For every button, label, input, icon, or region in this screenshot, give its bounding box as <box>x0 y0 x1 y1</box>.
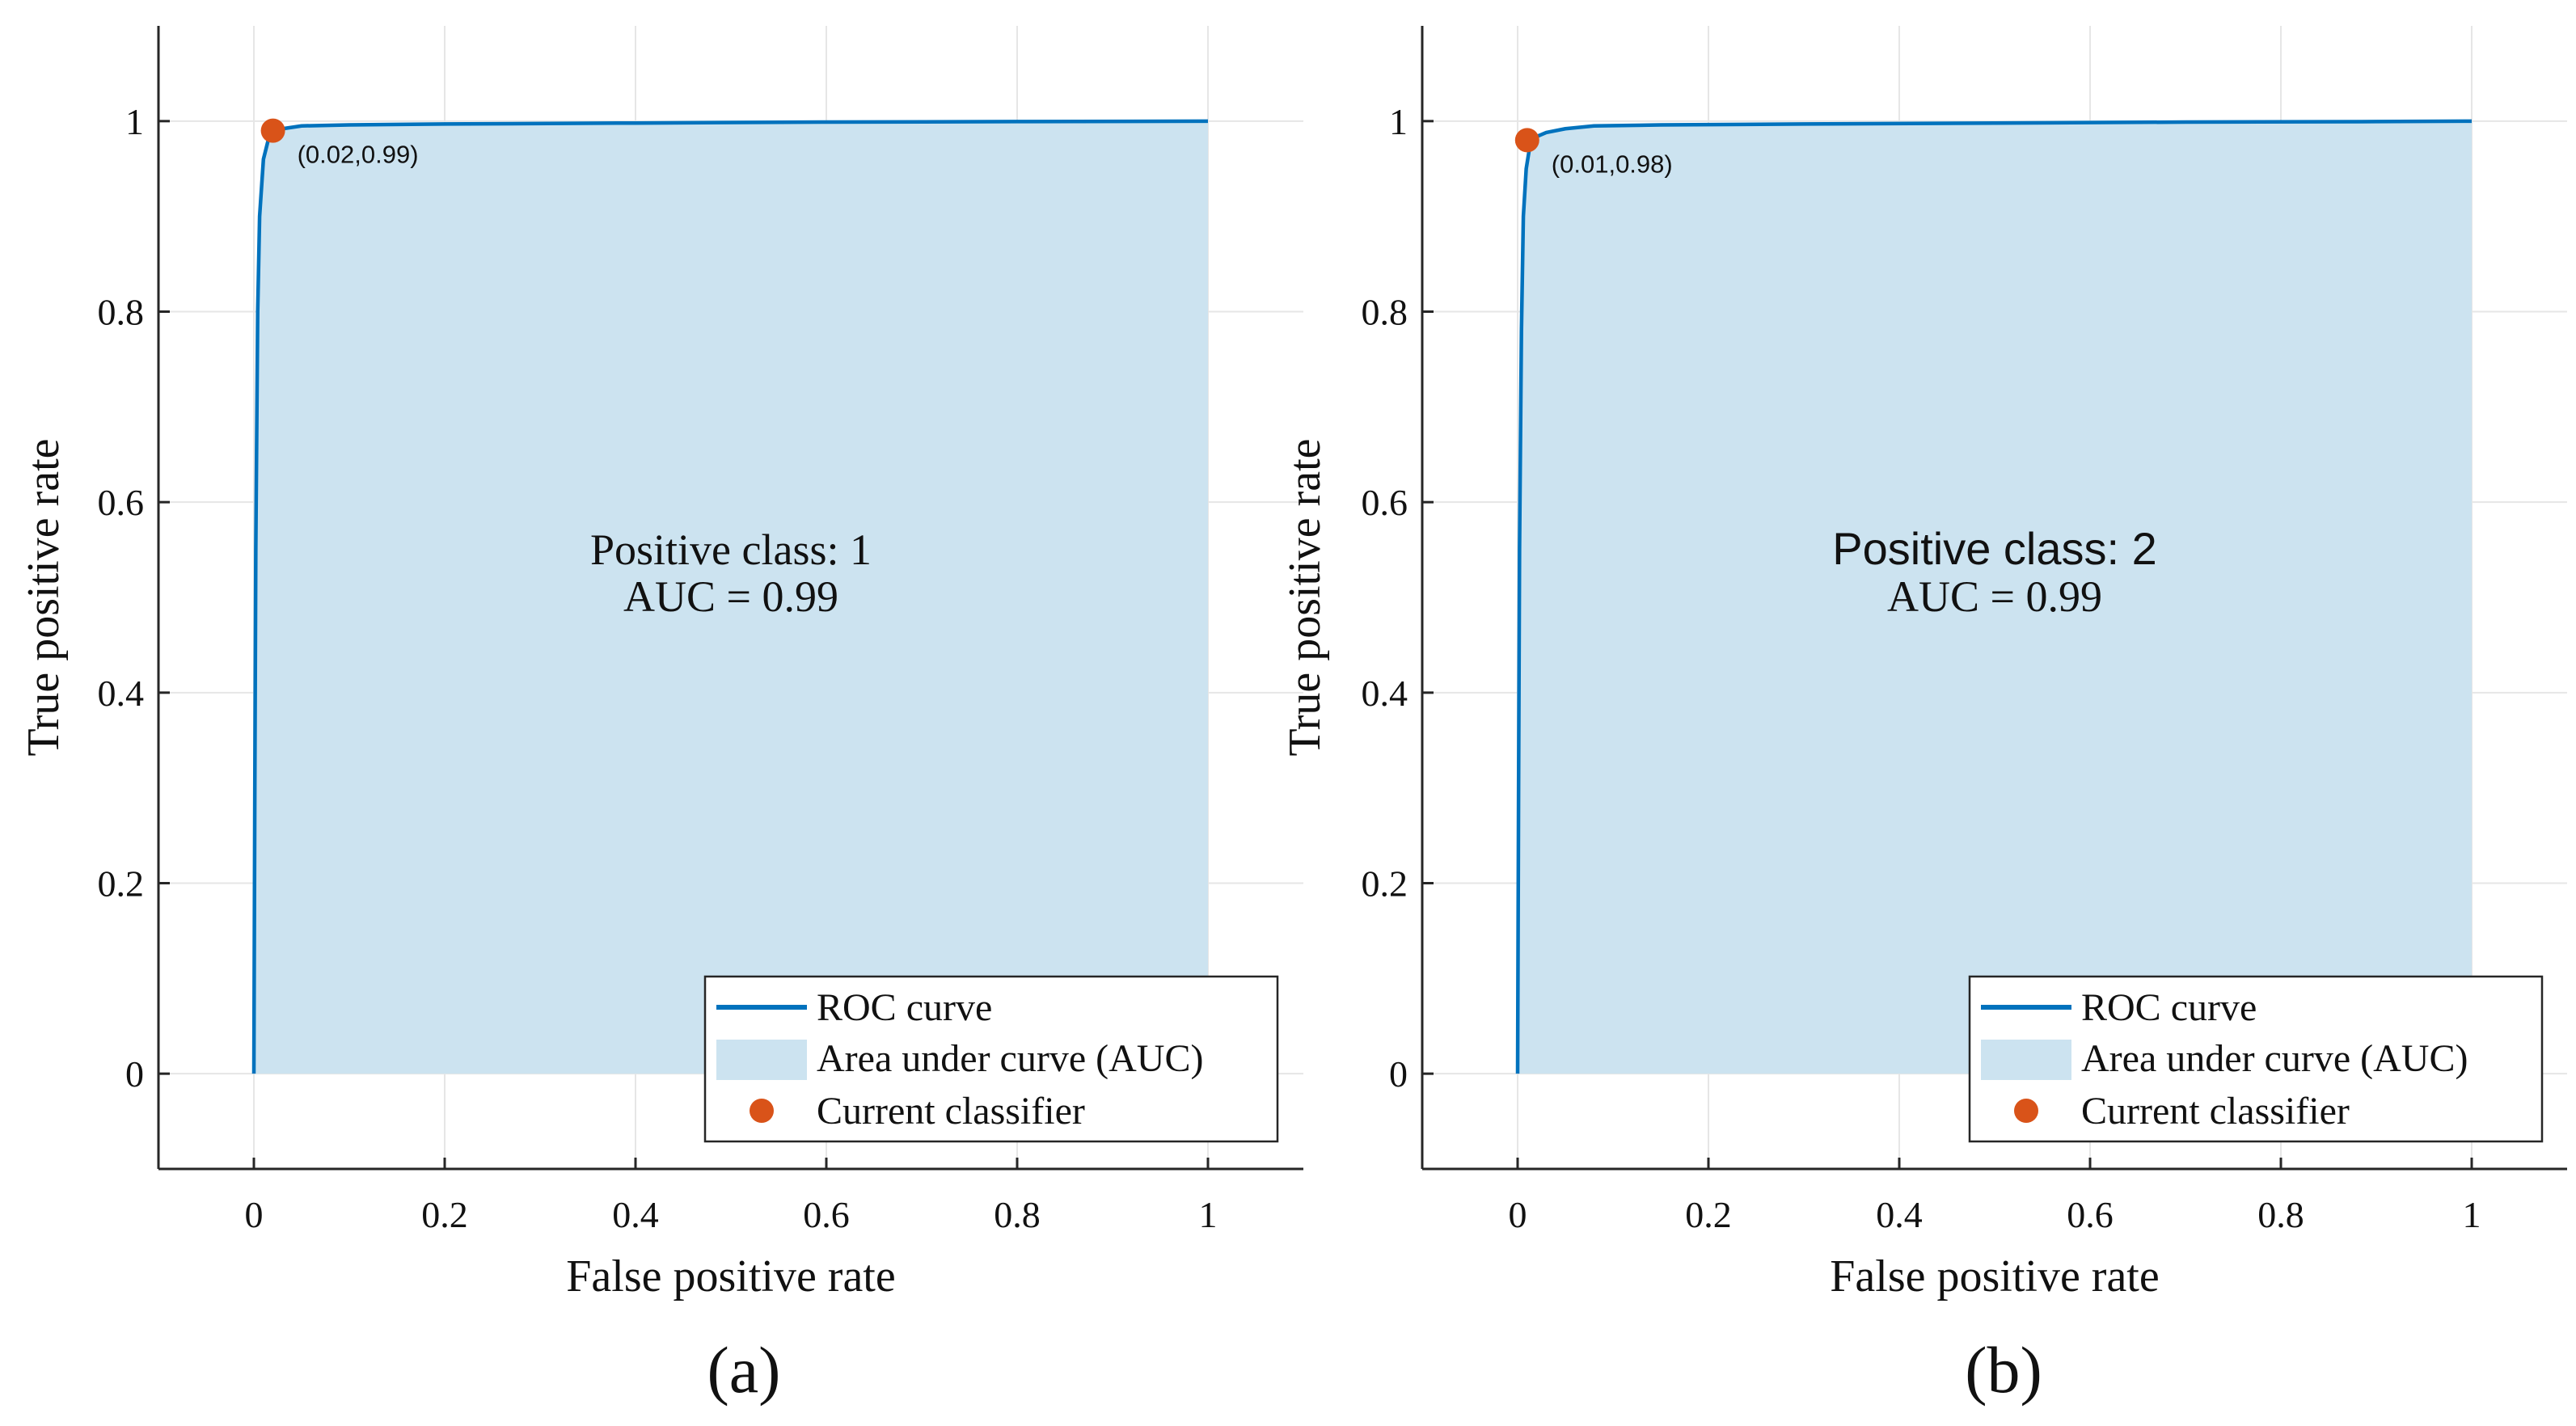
legend-classifier-marker <box>750 1099 774 1123</box>
legend-label-auc: Area under curve (AUC) <box>2081 1037 2468 1080</box>
current-classifier-marker <box>1514 128 1539 153</box>
positive-class-annotation: Positive class: 2 <box>1832 523 2157 574</box>
x-tick-label: 0.8 <box>2257 1194 2304 1235</box>
x-tick-label: 1 <box>2463 1194 2481 1235</box>
legend-label-auc: Area under curve (AUC) <box>817 1037 1203 1080</box>
x-tick-label: 0.4 <box>612 1194 659 1235</box>
x-tick-label: 0.2 <box>421 1194 468 1235</box>
auc-area <box>1518 120 2472 1074</box>
y-tick-label: 0.8 <box>1362 292 1408 333</box>
panel-label: (b) <box>1965 1333 2042 1407</box>
x-tick-label: 0.8 <box>994 1194 1041 1235</box>
roc-panel-b: 0 0.2 0.4 0.6 0.8 1 0 0.2 0.4 0.6 0.8 1 False positi… <box>1280 26 2567 1407</box>
y-axis-title: True positive rate <box>19 439 69 757</box>
panel-label: (a) <box>707 1333 780 1407</box>
y-axis-title: True positive rate <box>1280 439 1330 757</box>
legend-label-classifier: Current classifier <box>817 1090 1085 1133</box>
legend-classifier-marker <box>2014 1099 2038 1123</box>
auc-area <box>254 120 1208 1074</box>
y-tick-label: 0.2 <box>1362 863 1408 905</box>
y-tick-label: 0.6 <box>98 482 145 523</box>
x-tick-label: 0.6 <box>2067 1194 2114 1235</box>
y-tick-label: 0 <box>125 1053 144 1095</box>
current-classifier-label: (0.01,0.98) <box>1552 150 1673 178</box>
x-axis-title: False positive rate <box>1830 1251 2159 1302</box>
legend-label-classifier: Current classifier <box>2081 1090 2350 1133</box>
x-tick-label: 0 <box>245 1194 264 1235</box>
auc-annotation: AUC = 0.99 <box>1887 572 2102 621</box>
x-tick-label: 0.4 <box>1876 1194 1923 1235</box>
x-tick-label: 1 <box>1199 1194 1218 1235</box>
y-tick-label: 1 <box>1389 101 1408 142</box>
x-tick-label: 0.6 <box>803 1194 850 1235</box>
x-axis-title: False positive rate <box>566 1251 895 1302</box>
roc-panel-a: 0 0.2 0.4 0.6 0.8 1 0 0.2 0.4 0.6 0.8 1 False positi… <box>19 26 1303 1407</box>
legend: ROC curve Area under curve (AUC) Current c… <box>703 975 1279 1143</box>
current-classifier-marker <box>260 118 285 143</box>
y-tick-label: 1 <box>125 101 144 142</box>
legend-label-roc-curve: ROC curve <box>2081 986 2257 1029</box>
legend-label-roc-curve: ROC curve <box>817 986 992 1029</box>
legend-auc-swatch <box>1981 1040 2071 1080</box>
y-tick-label: 0.8 <box>98 292 145 333</box>
x-tick-label: 0 <box>1509 1194 1527 1235</box>
legend: ROC curve Area under curve (AUC) Current c… <box>1968 975 2544 1143</box>
y-tick-label: 0.6 <box>1362 482 1408 523</box>
positive-class-annotation: Positive class: 1 <box>590 525 872 574</box>
y-tick-label: 0 <box>1389 1053 1408 1095</box>
x-tick-label: 0.2 <box>1685 1194 1732 1235</box>
current-classifier-label: (0.02,0.99) <box>298 141 419 169</box>
y-tick-label: 0.2 <box>98 863 145 905</box>
y-tick-label: 0.4 <box>1362 673 1408 714</box>
roc-curve-line <box>1515 119 2473 1074</box>
legend-auc-swatch <box>716 1040 807 1080</box>
auc-annotation: AUC = 0.99 <box>623 572 838 621</box>
y-tick-label: 0.4 <box>98 673 145 714</box>
